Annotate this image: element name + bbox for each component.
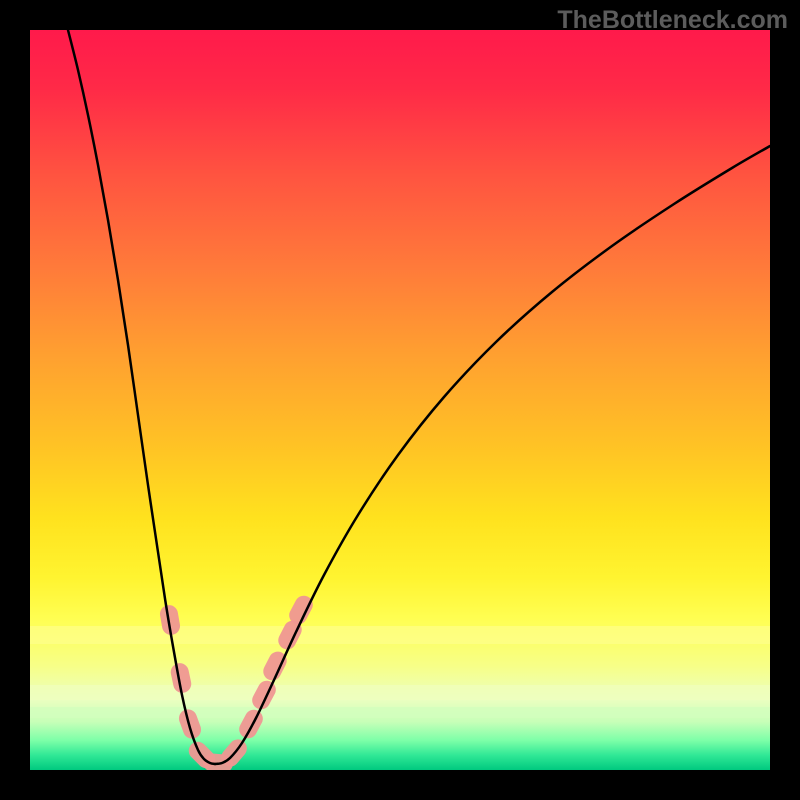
data-marker (236, 707, 266, 742)
curve-left_branch (68, 30, 215, 764)
curve-right_branch (215, 146, 770, 764)
chart-frame: TheBottleneck.com (0, 0, 800, 800)
data-marker (249, 678, 279, 713)
plot-area (30, 30, 770, 770)
marker-group (159, 593, 316, 770)
curve-layer (30, 30, 770, 770)
